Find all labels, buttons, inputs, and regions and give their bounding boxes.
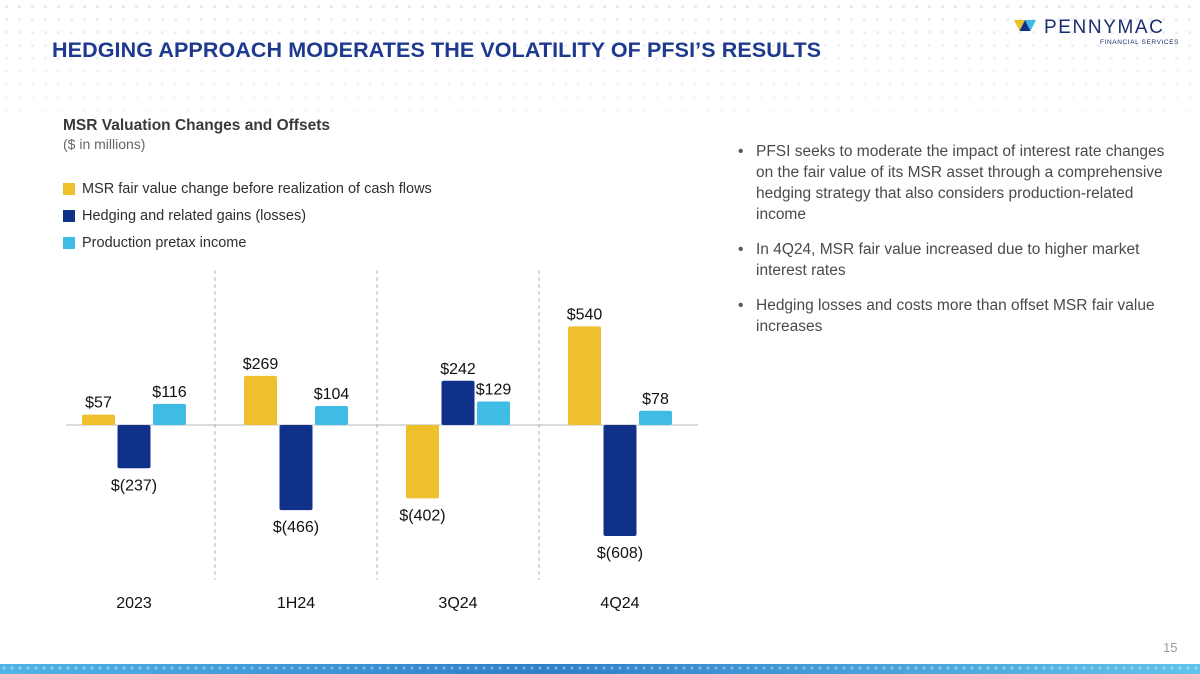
bar-4Q24-series0 [568, 326, 601, 425]
company-logo: PENNYMAC FINANCIAL SERVICES [1014, 17, 1186, 47]
bullet-list: PFSI seeks to moderate the impact of int… [737, 141, 1167, 351]
category-label-3Q24: 3Q24 [438, 595, 477, 612]
footer-bar [0, 664, 1200, 674]
chart-legend: MSR fair value change before realization… [63, 175, 432, 256]
chart-title: MSR Valuation Changes and Offsets [63, 117, 330, 134]
legend-label-hedging: Hedging and related gains (losses) [82, 207, 307, 224]
bar-1H24-series1 [279, 425, 313, 511]
bar-4Q24-series2 [639, 410, 672, 425]
bar-2023-series1 [117, 425, 151, 469]
category-label-4Q24: 4Q24 [600, 595, 639, 612]
data-label: $242 [440, 361, 476, 378]
page-title: HEDGING APPROACH MODERATES THE VOLATILIT… [52, 38, 822, 62]
bullet-item: Hedging losses and costs more than offse… [737, 295, 1167, 337]
data-label: $78 [642, 391, 669, 408]
logo-mark-icon [1014, 20, 1036, 31]
bar-1H24-series2 [315, 406, 348, 425]
data-label: $57 [85, 395, 112, 412]
legend-label-production: Production pretax income [82, 234, 247, 251]
page-number: 15 [1163, 640, 1178, 655]
bar-3Q24-series1 [441, 380, 475, 425]
data-label: $269 [243, 356, 279, 373]
data-label: $(237) [111, 477, 157, 494]
bar-2023-series2 [153, 403, 186, 425]
data-label: $(402) [399, 507, 445, 524]
legend-item-hedging: Hedging and related gains (losses) [63, 202, 432, 229]
legend-swatch-msr [63, 182, 75, 195]
logo-subtitle: FINANCIAL SERVICES [1100, 39, 1180, 46]
data-label: $(608) [597, 545, 643, 562]
data-label: $104 [314, 386, 350, 403]
chart-subtitle: ($ in millions) [63, 136, 146, 152]
data-label: $(466) [273, 519, 319, 536]
legend-swatch-hedging [63, 209, 75, 222]
bar-chart: $57 $(237) $116 2023 $269 $(466) $104 1H24 $(402… [66, 270, 698, 612]
legend-label-msr: MSR fair value change before realization… [82, 180, 432, 197]
bullet-item: In 4Q24, MSR fair value increased due to… [737, 239, 1167, 281]
legend-swatch-production [63, 236, 75, 249]
bar-3Q24-series2 [477, 401, 510, 425]
bar-2023-series0 [82, 414, 115, 425]
data-label: $116 [152, 384, 187, 401]
category-label-1H24: 1H24 [277, 595, 315, 612]
data-label: $540 [567, 306, 603, 323]
category-label-2023: 2023 [116, 595, 152, 612]
bar-3Q24-series0 [406, 425, 439, 499]
bar-4Q24-series1 [603, 425, 637, 537]
bar-1H24-series0 [244, 375, 277, 425]
legend-item-production: Production pretax income [63, 229, 432, 256]
legend-item-msr: MSR fair value change before realization… [63, 175, 432, 202]
bullet-item: PFSI seeks to moderate the impact of int… [737, 141, 1167, 225]
dot-pattern-background [0, 0, 1200, 150]
data-label: $129 [476, 381, 512, 398]
logo-wordmark: PENNYMAC [1044, 17, 1165, 38]
